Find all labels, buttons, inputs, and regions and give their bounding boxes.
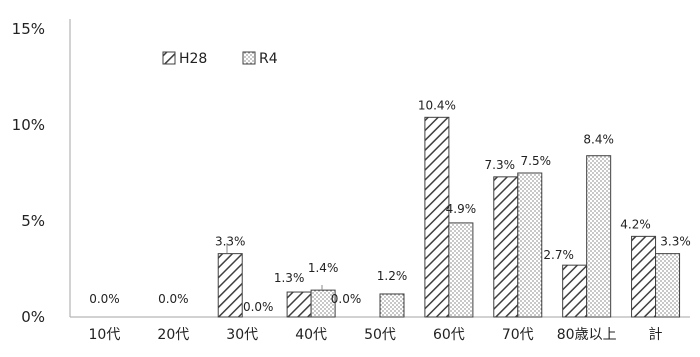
legend-swatch-R4 [242, 51, 256, 65]
x-tick-label: 60代 [433, 327, 465, 343]
y-tick-label: 0% [21, 308, 45, 326]
y-tick-label: 10% [12, 116, 45, 134]
bar-R4 [310, 289, 336, 318]
legend-swatch-H28 [162, 51, 176, 65]
x-tick-label: 20代 [157, 327, 189, 343]
bar-R4 [379, 293, 405, 318]
x-tick-label: 80歳以上 [557, 327, 617, 343]
bar-H28 [562, 264, 588, 318]
data-label-H28: 4.2% [620, 217, 651, 231]
legend-label-R4: R4 [259, 51, 278, 67]
y-tick-label: 15% [12, 20, 45, 38]
data-label-H28: 1.3% [274, 271, 305, 285]
plot-area: 0% 5% 10% 15% 10代 0.0% 20代 0.0% 30代 3.3% 0.0% 40代 1.… [12, 19, 691, 343]
data-label-H28: 0.0% [331, 292, 362, 306]
data-label-H28: 7.3% [485, 158, 516, 172]
bar-H28 [631, 235, 657, 318]
data-label-R4: 4.9% [446, 202, 477, 216]
bar-R4 [586, 155, 612, 318]
x-tick-label: 40代 [295, 327, 327, 343]
bar-R4 [448, 222, 474, 318]
x-tick-label: 50代 [364, 327, 396, 343]
data-label-H28: 0.0% [89, 292, 120, 306]
x-tick-label: 計 [649, 327, 663, 343]
data-label-R4: 3.3% [660, 235, 691, 249]
x-tick-label: 30代 [226, 327, 258, 343]
data-label-H28: 10.4% [418, 98, 456, 112]
data-label-R4: 7.5% [521, 154, 552, 168]
x-tick-label: 70代 [502, 327, 534, 343]
data-label-H28: 2.7% [543, 248, 574, 262]
x-tick-label: 10代 [89, 327, 121, 343]
bar-H28 [424, 116, 450, 318]
data-label-R4: 0.0% [243, 300, 274, 314]
legend-label-H28: H28 [179, 51, 207, 67]
bar-H28 [493, 176, 519, 318]
bar-H28 [217, 253, 243, 318]
data-label-H28: 0.0% [158, 292, 189, 306]
data-label-R4: 1.2% [377, 269, 408, 283]
y-tick-label: 5% [21, 212, 45, 230]
bar-R4 [655, 253, 681, 318]
bar-R4 [517, 172, 543, 318]
bar-H28 [286, 291, 312, 318]
data-label-R4: 1.4% [308, 261, 339, 275]
data-label-R4: 8.4% [583, 133, 614, 147]
data-label-H28: 3.3% [215, 235, 246, 249]
